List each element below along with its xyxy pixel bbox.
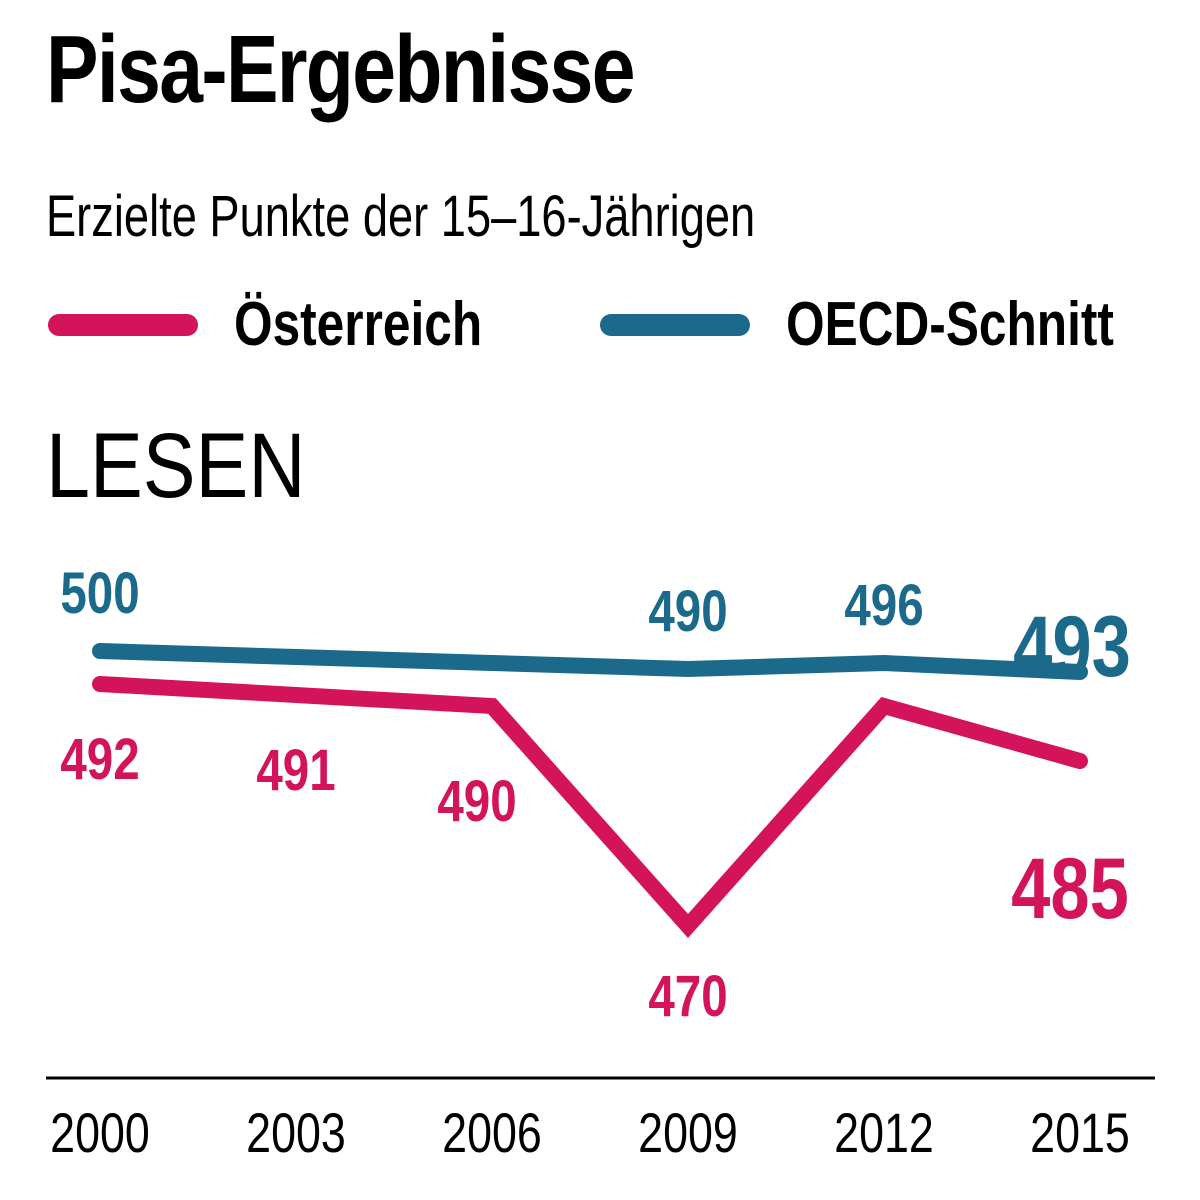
chart-subtitle: Erzielte Punkte der 15–16-Jährigen: [46, 184, 756, 249]
value-label-oesterreich-2000: 492: [60, 728, 139, 793]
x-tick-layer: 2000 2003 2006 2009 2012 2015: [50, 1101, 1130, 1164]
value-label-oecd-2012: 496: [844, 574, 923, 639]
legend-swatch-oesterreich: [48, 314, 198, 336]
x-tick-label-2009: 2009: [638, 1101, 738, 1164]
value-label-oesterreich-2003: 491: [256, 739, 335, 804]
x-tick-label-2012: 2012: [834, 1101, 934, 1164]
x-tick-label-2003: 2003: [246, 1101, 346, 1164]
legend-item-oesterreich: Österreich: [48, 290, 544, 360]
series-layer: [92, 643, 1088, 939]
value-label-oecd-2009: 490: [648, 580, 727, 645]
series-line-oecd: [92, 643, 1088, 680]
section-label-lesen: LESEN: [46, 415, 306, 517]
legend-item-oecd: OECD-Schnitt: [600, 290, 1196, 360]
chart-title: Pisa-Ergebnisse: [46, 16, 636, 123]
value-label-oecd-2000: 500: [60, 562, 139, 627]
value-label-layer: 492 491 490 470 485 500 490 496 493: [60, 562, 1130, 1030]
x-tick-label-2000: 2000: [50, 1101, 150, 1164]
x-tick-label-2006: 2006: [442, 1101, 542, 1164]
value-label-oesterreich-2006: 490: [437, 770, 516, 835]
series-line-oesterreich: [92, 676, 1088, 939]
legend-label-oesterreich: Österreich: [234, 290, 483, 359]
legend-label-oecd: OECD-Schnitt: [786, 290, 1114, 359]
legend-swatch-oecd: [600, 314, 750, 336]
value-label-oesterreich-2009: 470: [648, 965, 727, 1030]
value-label-oesterreich-2015: 485: [1011, 840, 1129, 936]
value-label-oecd-2015: 493: [1013, 598, 1131, 694]
x-tick-label-2015: 2015: [1030, 1101, 1130, 1164]
